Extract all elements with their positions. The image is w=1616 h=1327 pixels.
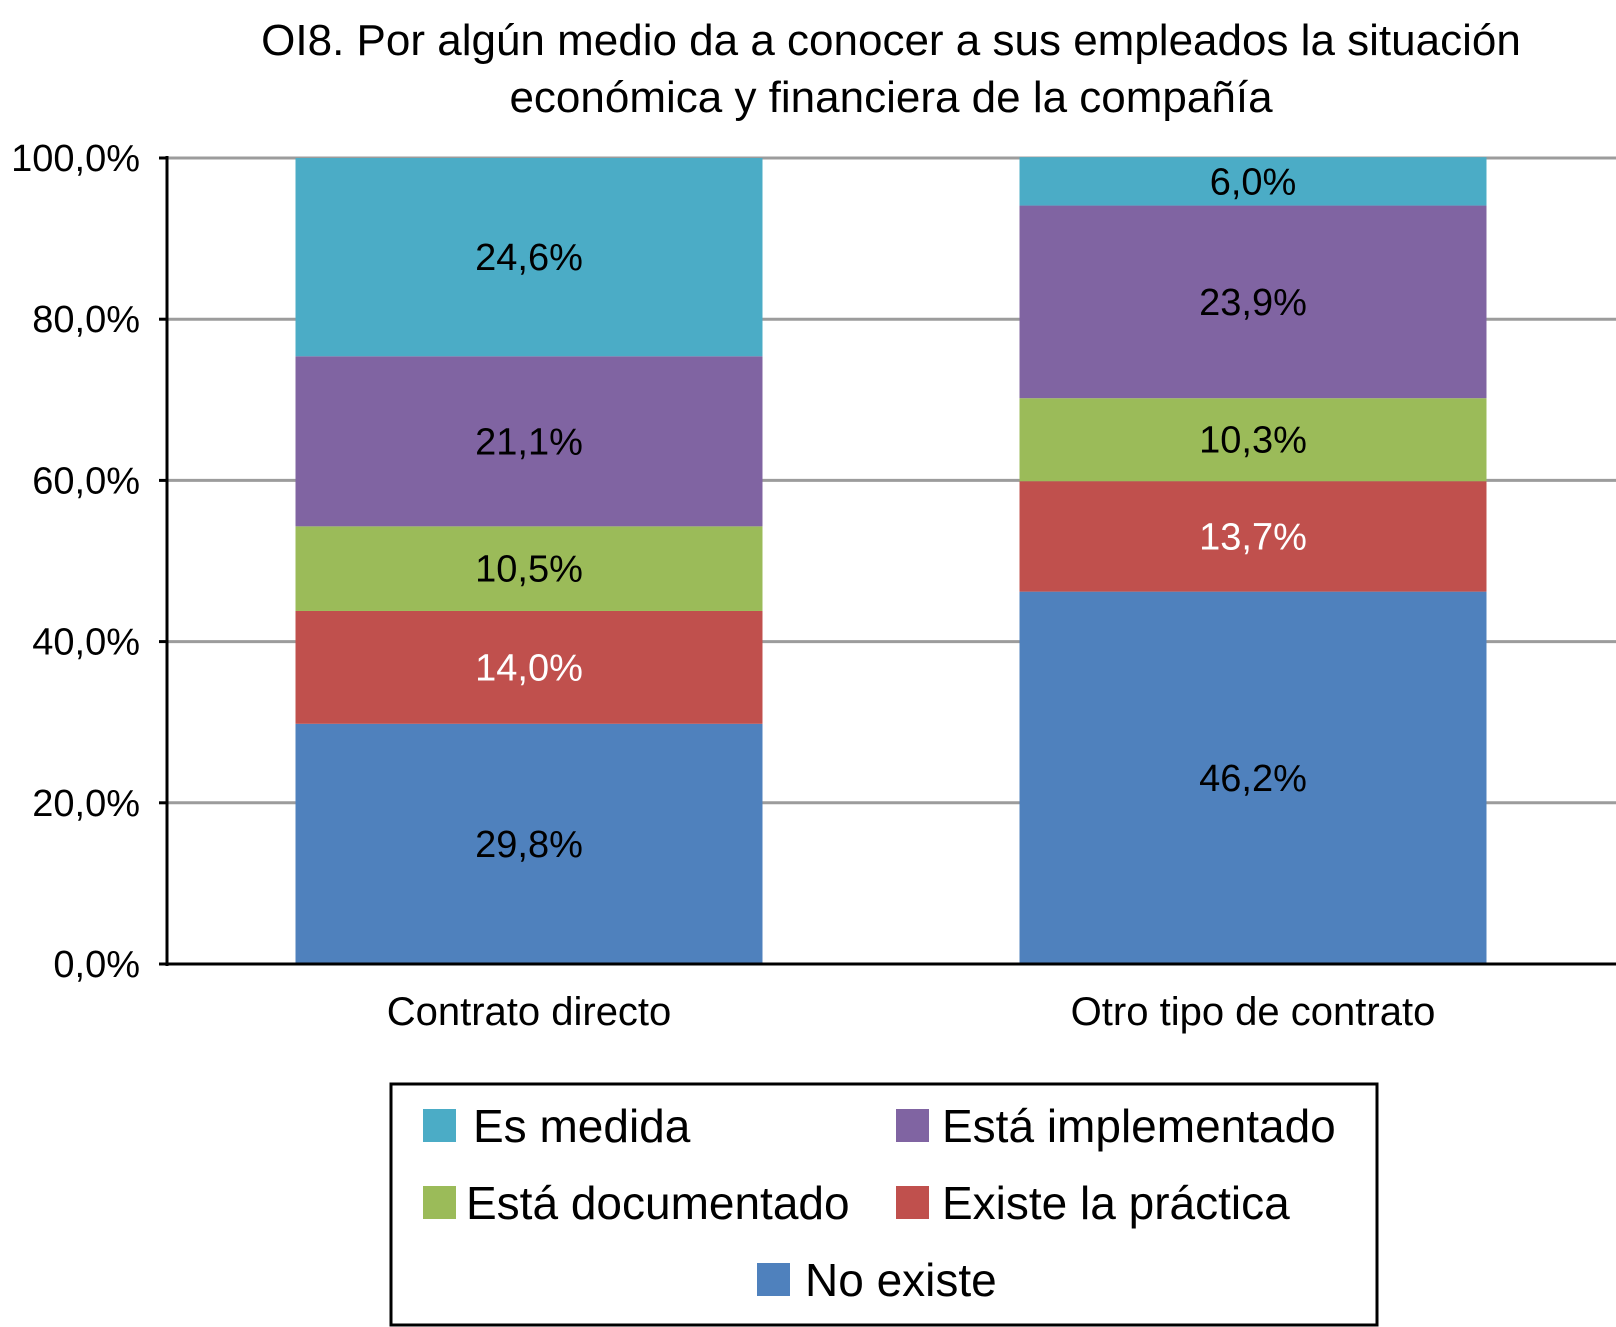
bar-segment-otro-tipo-de-contrato-esta-documentado — [1019, 398, 1487, 482]
bar-segment-contrato-directo-no-existe — [295, 723, 763, 964]
y-tick-labels: 0,0% 20,0% 40,0% 60,0% 80,0% 100,0% — [11, 138, 140, 986]
data-label-contrato-directo-es-medida: 24,6% — [475, 237, 583, 279]
data-label-contrato-directo-esta-implementado: 21,1% — [475, 421, 583, 463]
bar-segment-contrato-directo-existe-la-practica — [295, 610, 763, 724]
legend-swatch-esta-documentado — [423, 1186, 456, 1219]
legend-label-existe-la-practica: Existe la práctica — [942, 1177, 1290, 1229]
legend-box — [389, 1082, 1379, 1327]
x-category-label-otro-tipo-de-contrato: Otro tipo de contrato — [1071, 990, 1436, 1034]
y-tick-label-5: 100,0% — [11, 138, 140, 180]
chart-title: OI8. Por algún medio da a conocer a sus … — [261, 16, 1521, 122]
data-label-contrato-directo-existe-la-practica: 14,0% — [475, 647, 583, 689]
bar-segment-contrato-directo-esta-implementado — [295, 356, 763, 527]
bar-segment-otro-tipo-de-contrato-esta-implementado — [1019, 205, 1487, 399]
y-tick-label-0: 0,0% — [53, 944, 140, 986]
legend-label-es-medida: Es medida — [473, 1100, 691, 1152]
legend: Es medida Está implementado Está documenta… — [389, 1082, 1379, 1327]
bars — [295, 157, 1487, 964]
legend-swatch-existe-la-practica — [896, 1186, 929, 1219]
y-tick-label-2: 40,0% — [32, 622, 140, 664]
bar-segment-otro-tipo-de-contrato-es-medida — [1019, 157, 1487, 206]
data-labels: 29,8% 14,0% 10,5% 21,1% 24,6% 46,2% 13,7% 10,3%… — [475, 161, 1307, 866]
legend-swatch-no-existe — [757, 1263, 790, 1296]
y-tick-label-1: 20,0% — [32, 783, 140, 825]
bar-segment-contrato-directo-esta-documentado — [295, 526, 763, 611]
data-label-otro-tipo-de-contrato-esta-implementado: 23,9% — [1199, 282, 1307, 324]
bar-segment-otro-tipo-de-contrato-no-existe — [1019, 591, 1487, 964]
bar-segment-otro-tipo-de-contrato-existe-la-practica — [1019, 481, 1487, 592]
data-label-otro-tipo-de-contrato-existe-la-practica: 13,7% — [1199, 516, 1307, 558]
chart-title-line-1: OI8. Por algún medio da a conocer a sus … — [261, 16, 1521, 65]
x-category-labels: Contrato directo Otro tipo de contrato — [387, 990, 1436, 1034]
y-tick-label-3: 60,0% — [32, 460, 140, 502]
chart-title-line-2: económica y financiera de la compañía — [509, 73, 1273, 122]
x-category-label-contrato-directo: Contrato directo — [387, 990, 672, 1034]
data-label-otro-tipo-de-contrato-esta-documentado: 10,3% — [1199, 420, 1307, 462]
legend-label-esta-documentado: Está documentado — [466, 1177, 850, 1229]
data-label-contrato-directo-no-existe: 29,8% — [475, 824, 583, 866]
data-label-otro-tipo-de-contrato-es-medida: 6,0% — [1210, 161, 1297, 203]
legend-label-esta-implementado: Está implementado — [942, 1100, 1336, 1152]
bar-segment-contrato-directo-es-medida — [295, 158, 763, 357]
data-label-otro-tipo-de-contrato-no-existe: 46,2% — [1199, 758, 1307, 800]
legend-swatch-esta-implementado — [896, 1109, 929, 1142]
axes — [159, 156, 1616, 966]
legend-swatch-es-medida — [423, 1109, 456, 1142]
legend-label-no-existe: No existe — [805, 1254, 997, 1306]
y-tick-label-4: 80,0% — [32, 299, 140, 341]
data-label-contrato-directo-esta-documentado: 10,5% — [475, 549, 583, 591]
